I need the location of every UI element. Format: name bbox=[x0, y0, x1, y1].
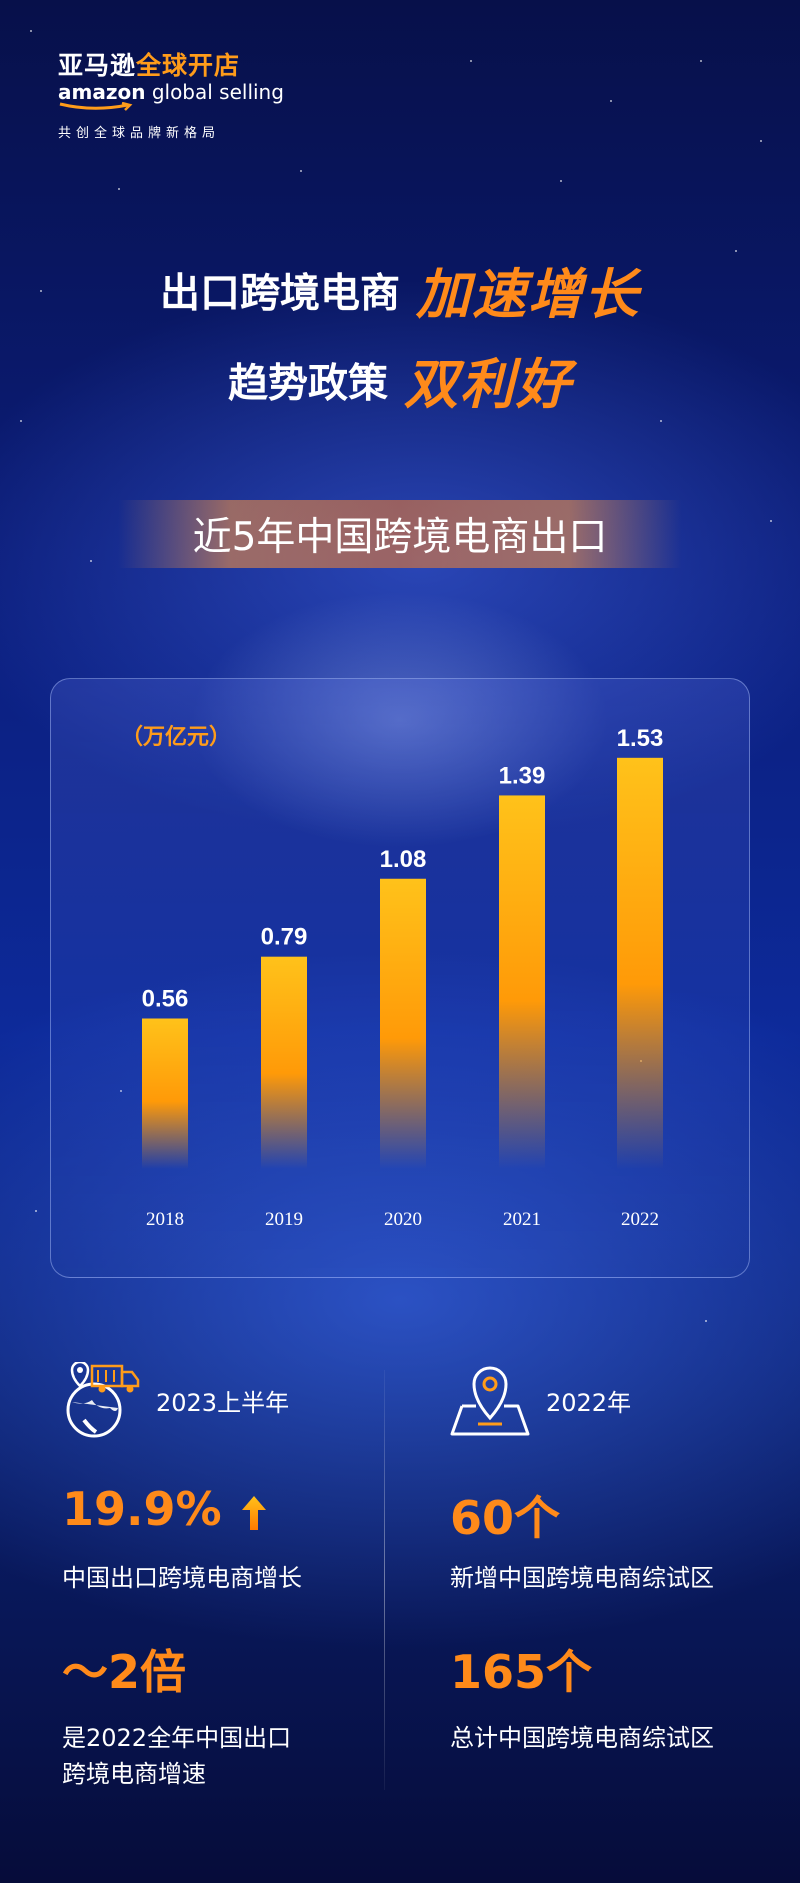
headline-2-orange: 双利好 bbox=[404, 353, 572, 416]
x-tick-2022: 2022 bbox=[621, 1209, 659, 1230]
left-stat-header: 2023上半年 bbox=[62, 1362, 289, 1438]
star-dot bbox=[610, 100, 612, 102]
chart-panel: （万亿元） 0.56 2018 0.79 2019 1.08 2020 1.39 2021 1.… bbox=[50, 678, 750, 1278]
data-label-2018: 0.56 bbox=[142, 986, 189, 1013]
headline-1-white: 出口跨境电商 bbox=[160, 270, 400, 317]
left-stat-1-value-row: 19.9% bbox=[62, 1482, 266, 1536]
data-label-2021: 1.39 bbox=[499, 762, 546, 789]
star-dot bbox=[470, 60, 472, 62]
bar-2018 bbox=[142, 1018, 188, 1169]
right-stat-2-desc: 总计中国跨境电商综试区 bbox=[450, 1724, 714, 1752]
right-stat-1-value: 60个 bbox=[450, 1491, 561, 1545]
background-light-glow bbox=[0, 380, 800, 900]
data-label-2022: 1.53 bbox=[617, 725, 664, 752]
up-arrow-icon bbox=[241, 1495, 266, 1530]
right-period-label: 2022年 bbox=[546, 1388, 632, 1417]
bar-chart: 0.56 2018 0.79 2019 1.08 2020 1.39 2021 1.53 2022 bbox=[142, 725, 664, 1230]
left-stat-2-desc: 是2022全年中国出口 跨境电商增速 bbox=[62, 1720, 291, 1792]
banner-title: 近5年中国跨境电商出口 bbox=[192, 515, 608, 560]
star-dot bbox=[560, 180, 562, 182]
star-dot bbox=[705, 1320, 707, 1322]
star-dot bbox=[118, 188, 120, 190]
globe-truck-icon bbox=[66, 1362, 140, 1438]
map-pin-icon bbox=[450, 1366, 530, 1436]
chart-unit-label: （万亿元） bbox=[121, 725, 232, 750]
x-tick-2019: 2019 bbox=[265, 1209, 303, 1230]
bar-2019 bbox=[261, 956, 307, 1169]
headline-line-2: 趋势政策 双利好 bbox=[0, 340, 800, 419]
logo-amazon-word: amazon bbox=[58, 80, 146, 104]
right-stat-1-desc: 新增中国跨境电商综试区 bbox=[450, 1564, 714, 1592]
star-dot bbox=[300, 170, 302, 172]
chart-section-banner: 近5年中国跨境电商出口 bbox=[118, 500, 682, 568]
right-stat-header: 2022年 bbox=[448, 1362, 631, 1438]
x-tick-2021: 2021 bbox=[503, 1209, 541, 1230]
amazon-global-selling-logo: 亚马逊全球开店 amazon global selling 共创全球品牌新格局 bbox=[58, 46, 284, 141]
left-stat-1-desc: 中国出口跨境电商增长 bbox=[62, 1564, 302, 1592]
left-stat-2-desc-line-2: 跨境电商增速 bbox=[62, 1760, 206, 1788]
left-period-label: 2023上半年 bbox=[156, 1388, 290, 1417]
logo-english: amazon global selling bbox=[58, 80, 284, 104]
x-tick-2020: 2020 bbox=[384, 1209, 422, 1230]
data-label-2020: 1.08 bbox=[380, 846, 427, 873]
bar-2020 bbox=[380, 878, 426, 1169]
headline-2-white: 趋势政策 bbox=[228, 360, 388, 407]
star-dot bbox=[30, 30, 32, 32]
headline-line-1: 出口跨境电商 加速增长 bbox=[0, 250, 800, 329]
amazon-smile-icon bbox=[59, 102, 133, 111]
data-label-2019: 0.79 bbox=[261, 924, 308, 951]
star-dot bbox=[700, 60, 702, 62]
right-stat-2-value: 165个 bbox=[450, 1645, 593, 1699]
logo-chinese: 亚马逊全球开店 bbox=[58, 46, 284, 82]
left-stat-2-value: ～2倍 bbox=[62, 1645, 187, 1699]
logo-cn-orange: 全球开店 bbox=[136, 51, 241, 80]
x-tick-2018: 2018 bbox=[146, 1209, 184, 1230]
bar-2021 bbox=[499, 795, 545, 1169]
left-stat-2-desc-line-1: 是2022全年中国出口 bbox=[62, 1724, 292, 1752]
stats-divider bbox=[384, 1370, 385, 1790]
star-dot bbox=[35, 1210, 37, 1212]
star-dot bbox=[760, 140, 762, 142]
left-stat-1-value: 19.9% bbox=[62, 1482, 222, 1536]
logo-tagline: 共创全球品牌新格局 bbox=[58, 126, 221, 141]
bar-2022 bbox=[617, 757, 663, 1169]
logo-cn-white: 亚马逊 bbox=[58, 51, 137, 80]
logo-global-selling-word: global selling bbox=[151, 80, 284, 104]
headline-1-orange: 加速增长 bbox=[416, 263, 640, 326]
